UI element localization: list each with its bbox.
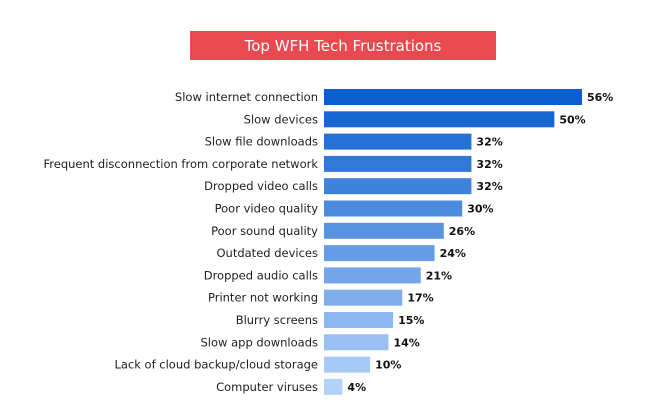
category-label: Frequent disconnection from corporate ne… bbox=[43, 157, 318, 171]
category-label: Slow devices bbox=[244, 112, 318, 126]
category-label: Poor video quality bbox=[215, 202, 319, 216]
category-label: Slow internet connection bbox=[175, 90, 318, 104]
value-label: 14% bbox=[394, 336, 420, 349]
bar bbox=[324, 89, 582, 105]
category-label: Slow file downloads bbox=[205, 135, 318, 149]
value-label: 32% bbox=[476, 180, 502, 193]
chart-title: Top WFH Tech Frustrations bbox=[244, 36, 442, 55]
bar bbox=[324, 356, 371, 373]
category-label: Dropped video calls bbox=[204, 179, 318, 193]
value-label: 24% bbox=[440, 247, 466, 260]
bar bbox=[324, 222, 444, 239]
category-label: Dropped audio calls bbox=[204, 268, 318, 282]
value-label: 32% bbox=[476, 136, 502, 149]
value-label: 32% bbox=[476, 158, 502, 171]
bar bbox=[324, 312, 394, 328]
value-label: 21% bbox=[426, 269, 452, 282]
category-label: Printer not working bbox=[208, 291, 318, 305]
bar bbox=[324, 334, 389, 351]
bar bbox=[324, 267, 421, 284]
value-label: 10% bbox=[375, 359, 401, 372]
category-label: Poor sound quality bbox=[211, 224, 318, 238]
title-background bbox=[190, 31, 496, 60]
bar bbox=[324, 245, 435, 262]
value-label: 4% bbox=[347, 381, 366, 394]
value-label: 50% bbox=[559, 113, 585, 126]
category-label: Slow app downloads bbox=[201, 335, 319, 349]
bar bbox=[324, 178, 472, 195]
category-label: Lack of cloud backup/cloud storage bbox=[114, 358, 318, 372]
bar bbox=[324, 378, 343, 395]
bar bbox=[324, 200, 463, 217]
bar bbox=[324, 111, 555, 128]
value-label: 30% bbox=[467, 203, 493, 216]
category-label: Outdated devices bbox=[216, 246, 318, 260]
category-label: Computer viruses bbox=[216, 380, 318, 394]
bar bbox=[324, 133, 472, 150]
value-label: 15% bbox=[398, 314, 424, 327]
bar bbox=[324, 155, 472, 172]
chart-title-banner: Top WFH Tech Frustrations bbox=[190, 31, 496, 60]
category-label: Blurry screens bbox=[236, 313, 318, 327]
value-label: 56% bbox=[587, 91, 613, 104]
bar bbox=[324, 289, 403, 306]
value-label: 26% bbox=[449, 225, 475, 238]
value-label: 17% bbox=[407, 292, 433, 305]
